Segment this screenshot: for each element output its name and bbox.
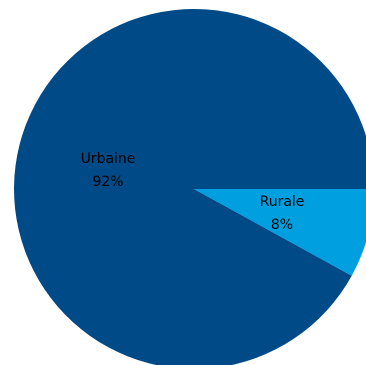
- pie-labels: Urbaine 92% Rurale 8%: [81, 151, 305, 233]
- pie-slice-rurale: [194, 189, 366, 276]
- pie-slices: [14, 9, 366, 365]
- slice-label-urbaine: Urbaine: [81, 151, 136, 167]
- slice-value-urbaine: 92%: [92, 174, 123, 190]
- slice-value-rurale: 8%: [271, 217, 293, 233]
- pie-slice-urbaine: [14, 9, 366, 365]
- slice-label-rurale: Rurale: [260, 194, 305, 210]
